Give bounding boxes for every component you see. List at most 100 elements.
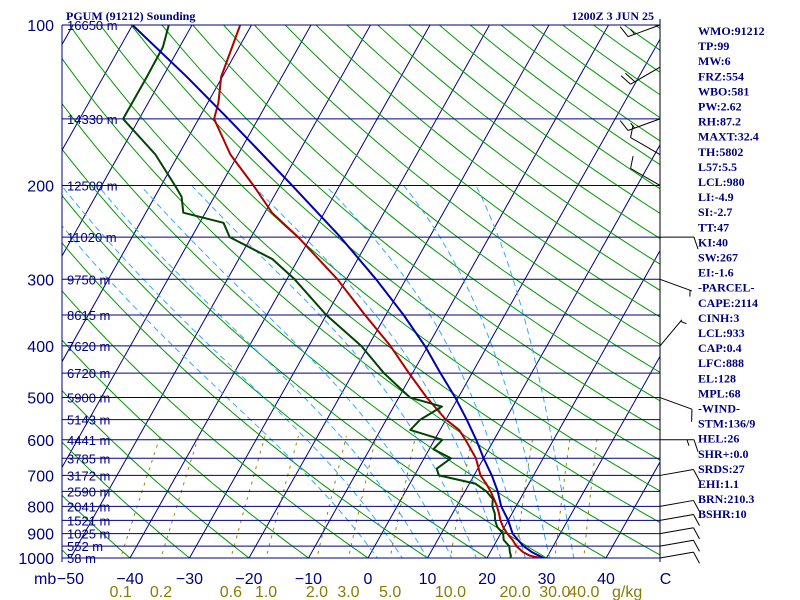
index-value: WBO:581 xyxy=(698,84,749,98)
wind-barb-staff xyxy=(659,469,694,476)
mixing-ratio-line xyxy=(449,435,473,558)
temperature-tick-label: 30 xyxy=(538,571,556,588)
moist-adiabat xyxy=(403,185,551,558)
wind-barb xyxy=(660,439,699,452)
height-label: 9750 m xyxy=(67,272,110,287)
wind-profile xyxy=(619,24,700,564)
index-value: PW:2.62 xyxy=(698,100,742,114)
wind-barb xyxy=(659,319,687,347)
isotherm-line xyxy=(308,25,609,558)
temperature-tick-label: 10 xyxy=(419,571,437,588)
index-value: LFC:888 xyxy=(698,356,744,370)
mixing-ratio-line xyxy=(160,435,200,558)
wind-barb-half-feather xyxy=(680,320,687,325)
moist-adiabat xyxy=(252,185,502,558)
index-value: SRDS:27 xyxy=(698,462,745,476)
mixing-ratio-label: 5.0 xyxy=(379,584,401,600)
moist-adiabat xyxy=(97,185,428,558)
pressure-tick-label: 700 xyxy=(27,468,54,485)
dry-adiabat xyxy=(284,25,660,318)
moist-adiabat xyxy=(62,185,403,558)
wind-barb-full-feather xyxy=(693,527,700,540)
isotherm-line xyxy=(0,25,14,558)
wind-barb-half-feather xyxy=(630,28,636,35)
index-value: TH:5802 xyxy=(698,145,743,159)
height-label: 2590 m xyxy=(67,484,110,499)
moist-adiabat xyxy=(325,185,526,558)
index-value: STM:136/9 xyxy=(698,417,755,431)
wind-barb-staff xyxy=(659,527,694,535)
temperature-tick-label: −20 xyxy=(235,571,262,588)
height-label: 16650 m xyxy=(67,18,118,33)
mixing-ratio-label: 30.0 xyxy=(539,584,570,600)
index-value: EL:128 xyxy=(698,371,736,385)
index-value: RH:87.2 xyxy=(698,115,741,129)
wind-barb xyxy=(630,125,661,155)
mixing-ratio-label: 10.0 xyxy=(435,584,466,600)
mixing-ratio-label: 0.1 xyxy=(110,584,132,600)
index-value: -PARCEL- xyxy=(698,281,754,295)
height-label: 58 m xyxy=(67,551,96,566)
pressure-unit-label: mb xyxy=(34,571,56,588)
wind-barb-full-feather xyxy=(619,26,629,37)
mixing-ratio-line xyxy=(554,435,571,558)
temperature-tick-label: 0 xyxy=(364,571,373,588)
index-value: WMO:91212 xyxy=(698,24,765,38)
isotherm-line xyxy=(486,249,660,558)
dry-adiabat xyxy=(192,25,660,402)
wind-barb xyxy=(630,155,661,186)
height-label: 5143 m xyxy=(67,413,110,428)
wind-barb xyxy=(660,236,699,250)
dry-adiabat xyxy=(346,25,660,265)
wind-barb-half-feather xyxy=(686,439,690,446)
pressure-tick-label: 800 xyxy=(27,499,54,516)
pressure-tick-label: 300 xyxy=(27,272,54,289)
sounding-profiles xyxy=(122,25,546,558)
isotherm-line xyxy=(129,25,431,558)
dry-adiabat xyxy=(62,290,369,558)
wind-barb-full-feather xyxy=(693,469,700,481)
station-title: PGUM (91212) Sounding xyxy=(66,9,195,23)
index-value: LCL:933 xyxy=(698,326,745,340)
isotherm-line xyxy=(62,25,312,469)
background-grid xyxy=(0,25,660,558)
temperature-tick-label: −30 xyxy=(176,571,203,588)
height-label: 3172 m xyxy=(67,468,110,483)
wind-barb-full-feather xyxy=(693,514,700,526)
height-label: 1025 m xyxy=(67,527,110,542)
wind-barb xyxy=(659,527,700,540)
wind-barb xyxy=(619,24,661,38)
isotherm-line xyxy=(189,25,490,558)
index-value: LCL:980 xyxy=(698,175,745,189)
mixing-ratio-label: 40.0 xyxy=(568,584,599,600)
mixing-ratio-line xyxy=(120,435,161,558)
index-value: TT:47 xyxy=(698,220,729,234)
wind-barb-full-feather xyxy=(630,155,634,169)
index-value: BSHR:10 xyxy=(698,507,747,521)
index-value: KI:40 xyxy=(698,235,728,249)
mixing-ratio-label: 3.0 xyxy=(337,584,359,600)
wind-barb xyxy=(659,499,700,512)
chart-labels: PGUM (91212) Sounding 1200Z 3 JUN 25 100… xyxy=(18,9,671,600)
dry-adiabat xyxy=(593,25,660,73)
height-label: 7620 m xyxy=(67,339,110,354)
index-value: MAXT:32.4 xyxy=(698,130,759,144)
index-value: MPL:68 xyxy=(698,386,741,400)
pressure-tick-label: 100 xyxy=(27,18,54,35)
dry-adiabat xyxy=(62,389,250,558)
dry-adiabat xyxy=(254,25,660,345)
wind-barb xyxy=(659,551,700,564)
pressure-tick-label: 600 xyxy=(27,433,54,450)
index-value: TP:99 xyxy=(698,39,729,53)
moist-adiabat xyxy=(191,185,477,558)
isotherm-line xyxy=(70,25,371,558)
wind-barb xyxy=(659,278,693,297)
height-label: 552 m xyxy=(67,539,103,554)
temperature-tick-label: −10 xyxy=(295,571,322,588)
height-label: 3785 m xyxy=(67,451,110,466)
mixing-ratio-label: 1.0 xyxy=(255,584,277,600)
wind-barb-staff xyxy=(627,24,661,38)
moist-adiabat xyxy=(475,185,575,558)
pressure-tick-label: 900 xyxy=(27,527,54,544)
